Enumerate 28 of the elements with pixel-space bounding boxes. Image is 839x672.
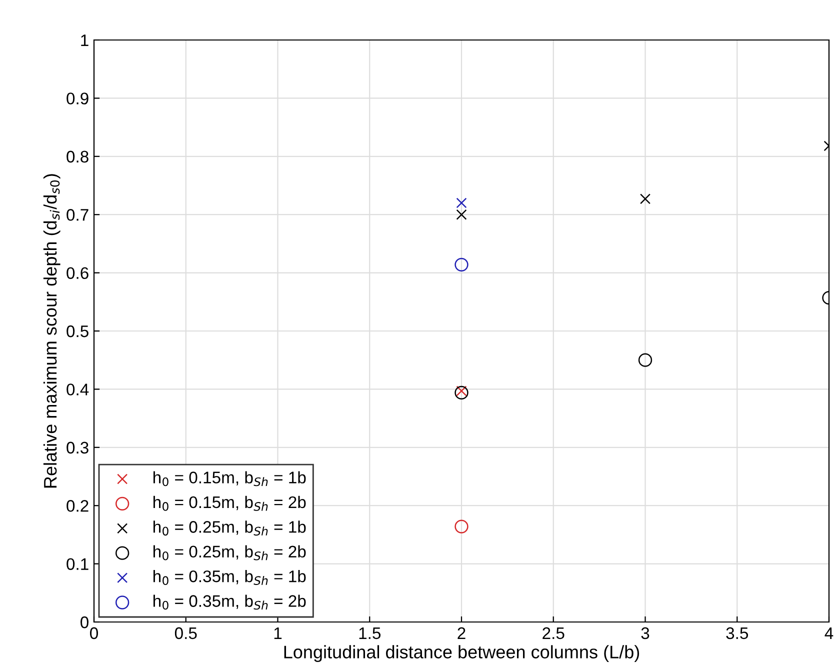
y-axis-title: Relative maximum scour depth (d$_{si}$/d$_{s0}$) <box>43 174 60 488</box>
x-axis-title: Longitudinal distance between columns (L/b) <box>284 645 640 662</box>
x-tick-label: 3.5 <box>726 627 748 640</box>
legend-label: h$_{0}$ = 0.35m, b$_{Sh}$ = 2b <box>153 594 306 610</box>
legend-label: h$_{0}$ = 0.25m, b$_{Sh}$ = 1b <box>153 520 306 536</box>
y-tick-label: 0.6 <box>66 267 88 280</box>
x-tick-label: 1.5 <box>359 627 381 640</box>
y-tick-label: 1 <box>81 34 88 46</box>
x-tick-label: 2 <box>458 627 466 639</box>
y-tick-label: 0.9 <box>66 92 88 104</box>
y-tick-label: 0.5 <box>66 325 88 338</box>
x-tick-label: 0.5 <box>174 627 197 640</box>
legend-label: h$_{0}$ = 0.35m, b$_{Sh}$ = 1b <box>153 570 306 585</box>
x-tick-label: 1 <box>274 627 282 639</box>
x-tick-label: 2.5 <box>542 627 564 640</box>
legend-label: h$_{0}$ = 0.25m, b$_{Sh}$ = 2b <box>153 545 306 560</box>
y-tick-label: 0.1 <box>66 558 88 570</box>
y-tick-label: 0 <box>80 616 88 628</box>
y-tick-label: 0.2 <box>66 500 88 512</box>
x-tick-label: 3 <box>641 627 650 640</box>
y-tick-label: 0.4 <box>66 384 89 396</box>
legend-label: h$_{0}$ = 0.15m, b$_{Sh}$ = 1b <box>153 471 306 486</box>
x-tick-label: 0 <box>90 627 98 640</box>
y-tick-label: 0.3 <box>66 442 88 454</box>
legend-label: h$_{0}$ = 0.15m, b$_{Sh}$ = 2b <box>153 496 306 511</box>
x-tick-label: 4 <box>824 627 834 639</box>
y-tick-label: 0.7 <box>66 209 88 221</box>
y-tick-label: 0.8 <box>66 150 88 163</box>
